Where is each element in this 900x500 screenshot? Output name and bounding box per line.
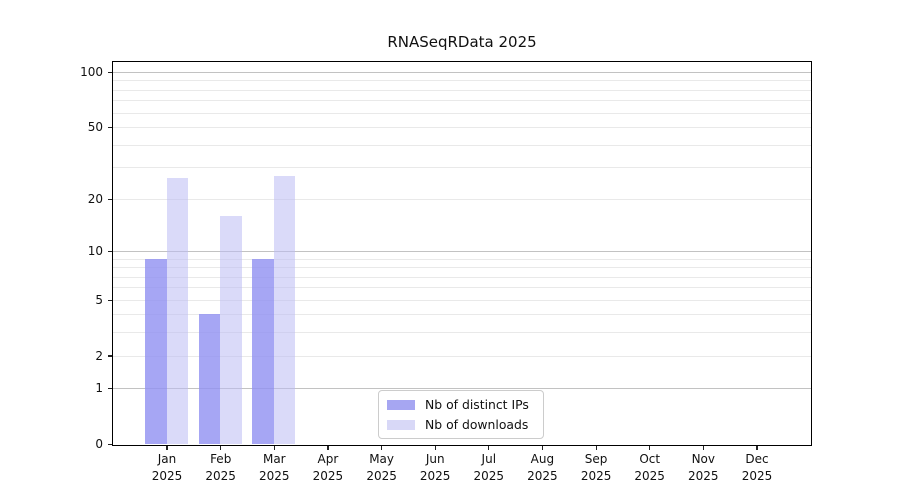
x-tick-label-aug: Aug 2025	[527, 452, 558, 483]
bar-distinct-ips-jan	[145, 258, 167, 445]
x-tick-sep	[595, 446, 597, 450]
x-tick-label-nov: Nov 2025	[688, 452, 719, 483]
x-tick-jan	[166, 446, 168, 450]
x-tick-label-jul: Jul 2025	[473, 452, 505, 483]
x-tick-label-may: May 2025	[366, 452, 397, 483]
gridline-7	[113, 276, 811, 278]
y-tick-0	[108, 444, 112, 446]
x-tick-may	[381, 446, 383, 450]
bar-distinct-ips-feb	[198, 314, 221, 445]
x-tick-label-apr: Apr 2025	[312, 452, 344, 483]
gridline-20	[113, 198, 811, 200]
y-tick-20	[108, 198, 112, 200]
legend-item-downloads: Nb of downloads	[387, 417, 543, 432]
legend-item-distinct-ips: Nb of distinct IPs	[387, 397, 543, 412]
x-tick-aug	[541, 446, 544, 450]
gridline-60	[113, 112, 811, 114]
gridline-80	[113, 89, 811, 91]
gridline-5	[113, 299, 811, 301]
x-tick-label-oct: Oct 2025	[634, 452, 665, 483]
gridline-50	[113, 127, 811, 129]
gridline-30	[113, 167, 811, 169]
gridline-8	[113, 267, 811, 268]
y-tick-label-5: 5	[95, 292, 103, 307]
y-tick-label-1: 1	[95, 381, 103, 396]
chart-title: RNASeqRData 2025	[387, 33, 537, 51]
x-tick-label-jan: Jan 2025	[151, 452, 183, 483]
gridline-40	[113, 144, 811, 146]
gridline-90	[113, 80, 811, 82]
gridline-70	[113, 100, 811, 102]
y-tick-2	[108, 355, 112, 357]
legend: Nb of distinct IPs Nb of downloads	[378, 390, 544, 439]
x-tick-label-jun: Jun 2025	[419, 452, 451, 483]
x-tick-dec	[756, 446, 758, 450]
legend-label: Nb of downloads	[425, 417, 529, 432]
y-tick-label-100: 100	[80, 64, 103, 79]
x-tick-mar	[273, 446, 275, 450]
bar-downloads-jan	[166, 178, 189, 445]
legend-label: Nb of distinct IPs	[425, 397, 529, 412]
legend-swatch-distinct-ips	[387, 399, 415, 410]
x-tick-label-feb: Feb 2025	[205, 452, 236, 483]
gridline-10	[113, 250, 811, 252]
x-tick-jul	[488, 446, 490, 450]
x-tick-apr	[327, 446, 329, 450]
gridline-1	[113, 388, 811, 390]
bar-downloads-feb	[220, 215, 242, 445]
x-tick-label-mar: Mar 2025	[259, 452, 290, 483]
gridline-100	[113, 72, 811, 73]
y-tick-label-50: 50	[87, 120, 103, 134]
gridline-2	[113, 355, 811, 357]
x-tick-label-sep: Sep 2025	[580, 452, 612, 483]
legend-swatch-downloads	[387, 419, 415, 430]
y-tick-100	[108, 71, 112, 74]
x-tick-label-dec: Dec 2025	[741, 452, 773, 483]
gridline-4	[113, 314, 811, 316]
y-tick-10	[108, 250, 112, 252]
x-tick-feb	[220, 446, 222, 450]
y-tick-label-2: 2	[95, 348, 103, 363]
gridline-3	[113, 332, 811, 334]
y-tick-label-0: 0	[95, 437, 103, 452]
y-tick-label-10: 10	[87, 243, 103, 258]
y-tick-5	[108, 299, 112, 301]
bar-distinct-ips-mar	[252, 258, 274, 445]
x-tick-oct	[649, 446, 651, 450]
x-tick-jun	[434, 446, 436, 450]
gridline-6	[113, 287, 811, 289]
x-tick-nov	[702, 446, 704, 450]
gridline-9	[113, 258, 811, 260]
y-tick-50	[108, 126, 112, 129]
y-tick-1	[108, 388, 112, 390]
plot-area	[112, 61, 812, 446]
y-tick-label-20: 20	[87, 191, 103, 206]
bar-downloads-mar	[273, 175, 296, 445]
